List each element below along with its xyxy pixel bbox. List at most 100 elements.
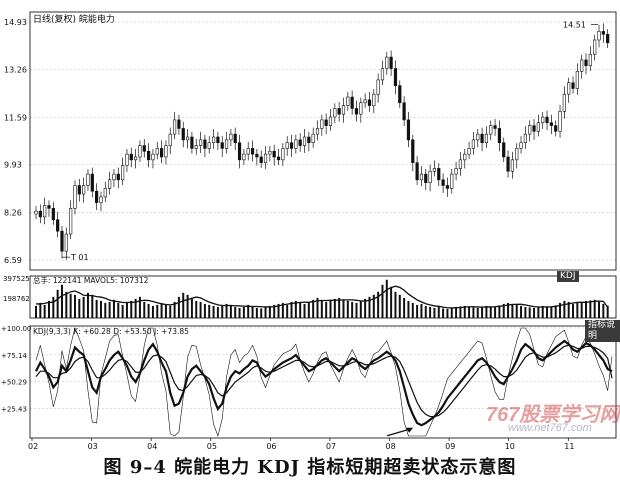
candle-body <box>38 210 42 218</box>
x-tick-label: 03 <box>88 442 98 451</box>
labels: 14.93 13.26 11.59 9.93 8.26 6.59 日线(复权) 皖能电力 T … <box>1 13 586 451</box>
volume-bar <box>550 306 553 318</box>
volume-bar <box>130 300 133 318</box>
volume-bar <box>277 303 280 318</box>
candle-body <box>289 142 294 149</box>
candle-body <box>168 133 172 146</box>
volume-bar <box>381 284 384 318</box>
candle-body <box>151 153 155 161</box>
volume-bar <box>485 305 488 318</box>
candle-body <box>272 150 276 158</box>
kdj-tick-label: +50.29 <box>1 379 27 387</box>
candle-body <box>324 119 328 126</box>
candle-body <box>415 162 419 181</box>
candle-body <box>567 82 571 95</box>
volume-bar <box>515 304 518 318</box>
volume-bar <box>151 305 154 318</box>
candle-body <box>532 125 536 132</box>
kdj-tick-label: +100.00 <box>1 325 31 333</box>
volume-bar <box>69 293 72 318</box>
candle-body <box>216 136 220 144</box>
volume-bar <box>60 284 63 318</box>
candle-body <box>147 150 151 161</box>
panel-frame <box>29 11 617 271</box>
candle-body <box>307 136 311 144</box>
price-tick-label: 13.26 <box>4 66 27 75</box>
volume-bar <box>35 305 37 318</box>
kdj-tick-label: +25.43 <box>1 406 27 414</box>
candle-body <box>203 139 207 149</box>
volume-bar <box>286 304 289 318</box>
price-tick-label: 6.59 <box>4 256 22 265</box>
price-tick-label: 8.26 <box>4 208 22 217</box>
candle-body <box>497 128 501 144</box>
volume-bar <box>338 297 341 318</box>
high-annotation: 14.51 <box>563 20 586 29</box>
volume-bar <box>121 304 124 318</box>
candle-body <box>134 156 138 161</box>
volume-bar <box>537 306 540 318</box>
candle-body <box>333 108 337 118</box>
volume-bar <box>580 301 583 318</box>
volume-bar <box>281 302 284 318</box>
candle-body <box>177 119 181 129</box>
panel-frame <box>29 325 617 439</box>
candle-body <box>311 133 315 144</box>
watermark-url: www.net767.com <box>508 422 592 434</box>
volume-bar <box>225 303 228 318</box>
volume-bar <box>563 300 566 318</box>
candle-body <box>190 136 194 149</box>
candle-body <box>294 139 298 149</box>
volume-bar <box>520 305 523 318</box>
candle-body <box>419 173 424 181</box>
candle-body <box>536 122 540 132</box>
volume-bar <box>43 304 46 318</box>
volume-bar <box>325 301 328 318</box>
candle-body <box>103 188 107 198</box>
candle-body <box>489 125 493 135</box>
candle-body <box>116 173 120 181</box>
candle-body <box>129 153 133 161</box>
candle-body <box>112 173 116 181</box>
candle-body <box>467 148 471 155</box>
candle-body <box>125 153 129 166</box>
candle-body <box>411 139 415 163</box>
volume-bar <box>221 305 224 318</box>
volume-bar <box>56 289 59 318</box>
kdj-line-d <box>35 344 613 418</box>
volume-bar <box>472 307 475 318</box>
candle-body <box>121 165 125 181</box>
candle-body <box>220 142 224 149</box>
volume-bar <box>559 302 562 318</box>
candle-body <box>363 99 367 104</box>
volume-bar <box>173 301 176 318</box>
candle-body <box>198 139 203 146</box>
volume-bar <box>364 298 367 318</box>
candle-body <box>575 71 579 89</box>
candle-body <box>337 108 341 115</box>
candle-body <box>484 133 489 144</box>
candle-body <box>142 145 146 152</box>
volume-bar <box>307 301 310 318</box>
candle-body <box>510 159 514 172</box>
candle-body <box>207 142 211 149</box>
volume-bar <box>585 300 588 318</box>
candle-body <box>73 185 77 209</box>
candle-body <box>164 145 168 158</box>
oversold-arrowhead <box>406 427 414 433</box>
candle-body <box>281 148 285 161</box>
grid-layer <box>30 21 616 409</box>
candle-body <box>402 102 406 121</box>
candle-body <box>229 133 233 141</box>
x-tick-label: 11 <box>564 442 574 451</box>
candle-body <box>393 68 398 86</box>
volume-legend: 总手: 122141 MAVOL5: 107312 <box>33 275 149 285</box>
volume-bar <box>372 294 375 318</box>
candle-body <box>69 208 73 235</box>
volume-bar <box>216 306 219 318</box>
candle-body <box>95 190 99 203</box>
volume-bar <box>234 306 237 318</box>
volume-bar <box>273 304 276 318</box>
oversold-arrow <box>386 428 412 437</box>
